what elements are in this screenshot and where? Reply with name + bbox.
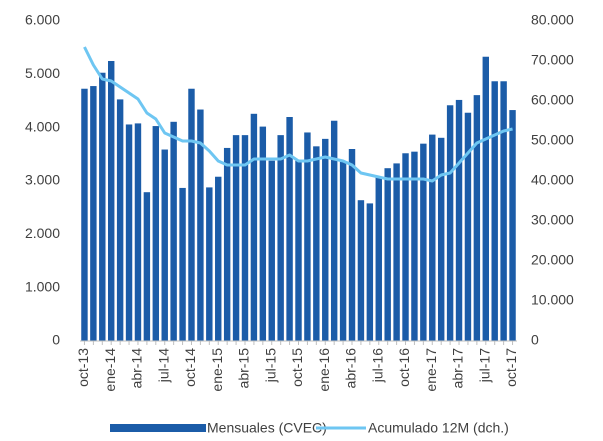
bar (357, 200, 365, 341)
bar (437, 137, 445, 341)
bar (491, 81, 498, 342)
y2-tick-label: 50.000 (531, 132, 574, 148)
bar (277, 135, 284, 341)
x-tick-label: oct-14 (182, 348, 198, 387)
bar (339, 161, 347, 341)
bar (152, 126, 160, 341)
y-tick-label: 0 (52, 332, 60, 348)
bar (116, 99, 124, 342)
x-tick-label: abr-17 (450, 348, 466, 389)
x-tick-label: jul-16 (369, 348, 385, 383)
bar (322, 138, 329, 341)
bar (286, 117, 293, 341)
bar (179, 187, 186, 341)
legend-label: Acumulado 12M (dch.) (368, 420, 509, 436)
y2-tick-label: 60.000 (531, 92, 574, 108)
bar (143, 192, 151, 341)
bar (500, 81, 507, 342)
legend-label: Mensuales (CVEC) (207, 420, 327, 436)
y2-tick-label: 0 (531, 332, 539, 348)
bar (188, 88, 195, 341)
bar (429, 134, 436, 341)
bar (241, 135, 249, 341)
bar (313, 146, 320, 341)
x-tick-label: ene-15 (209, 348, 225, 392)
bar (366, 203, 374, 341)
bar (232, 135, 240, 341)
x-tick-label: abr-15 (236, 348, 252, 389)
y-tick-label: 4.000 (25, 118, 60, 134)
y2-tick-label: 40.000 (531, 172, 574, 188)
y2-tick-label: 80.000 (531, 12, 574, 28)
bar (420, 143, 427, 341)
bar (108, 61, 115, 341)
bar (268, 160, 275, 341)
x-tick-label: oct-13 (75, 348, 91, 387)
x-tick-label: ene-16 (316, 348, 332, 392)
bar (215, 176, 222, 341)
bar (411, 151, 418, 341)
bar (464, 112, 472, 341)
y-tick-label: 5.000 (25, 65, 60, 81)
x-tick-label: jul-17 (476, 348, 492, 383)
bar (473, 95, 481, 341)
bar (90, 86, 97, 341)
bar (250, 113, 258, 341)
x-tick-label: jul-15 (262, 348, 278, 383)
x-tick-label: oct-15 (289, 348, 305, 387)
x-tick-label: ene-17 (423, 348, 439, 392)
bar (197, 109, 204, 342)
bar (134, 123, 142, 342)
bar (348, 149, 356, 341)
line (83, 46, 513, 183)
y2-tick-label: 70.000 (531, 52, 574, 68)
bar (455, 99, 463, 341)
x-tick-label: abr-16 (343, 348, 359, 389)
legend-swatch (110, 424, 206, 432)
bar (304, 132, 311, 341)
bar (99, 72, 106, 341)
bar (170, 121, 177, 341)
y2-tick-label: 20.000 (531, 252, 574, 268)
x-tick-label: oct-17 (503, 348, 519, 387)
y-tick-label: 3.000 (25, 172, 60, 188)
x-tick-label: ene-14 (102, 348, 118, 392)
x-tick-label: jul-14 (155, 348, 171, 383)
bar (161, 149, 168, 341)
bar (206, 187, 213, 341)
bar (81, 88, 88, 341)
y-tick-label: 2.000 (25, 225, 60, 241)
bar (259, 126, 267, 341)
y-tick-label: 1.000 (25, 278, 60, 294)
y2-tick-label: 10.000 (531, 292, 574, 308)
bar (482, 56, 489, 341)
bar (384, 168, 391, 341)
bar (125, 124, 133, 341)
y-tick-label: 6.000 (25, 12, 60, 28)
y2-tick-label: 30.000 (531, 212, 574, 228)
bar (402, 153, 409, 341)
bar (393, 163, 400, 341)
bar (375, 176, 382, 341)
x-tick-label: abr-14 (129, 348, 145, 389)
bar (330, 120, 338, 341)
x-tick-label: oct-16 (396, 348, 412, 387)
bar (446, 105, 454, 342)
bar (223, 147, 231, 341)
bar (509, 110, 516, 341)
bar (295, 160, 302, 341)
